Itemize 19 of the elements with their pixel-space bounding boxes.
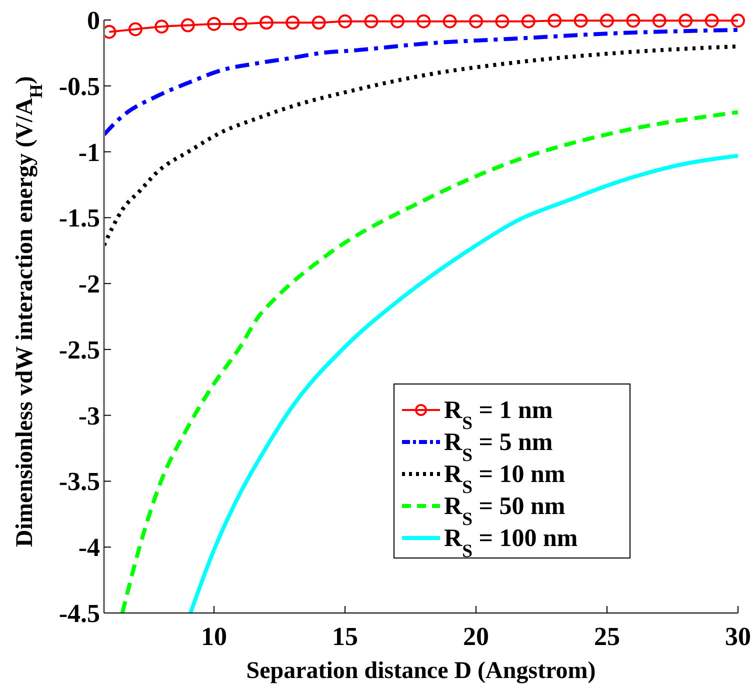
y-tick-label: -3 (78, 401, 100, 430)
y-tick-label: -4 (78, 533, 100, 562)
line-series (188, 154, 740, 613)
x-tick-label: 25 (594, 622, 620, 651)
x-tick-label: 30 (725, 622, 751, 651)
y-tick-label: -4.5 (58, 599, 100, 628)
y-tick-label: 0 (87, 6, 100, 35)
x-tick-label: 20 (463, 622, 490, 651)
x-axis-title: Separation distance D (Angstrom) (246, 658, 596, 684)
line-series (120, 110, 740, 613)
y-tick-label: -0.5 (58, 72, 100, 101)
y-tick-label: -2 (78, 270, 100, 299)
y-tick-label: -2.5 (58, 335, 100, 364)
y-tick-label: -1 (78, 138, 100, 167)
x-tick-label: 10 (201, 622, 228, 651)
y-tick-label: -1.5 (58, 204, 100, 233)
x-tick-label: 15 (332, 622, 358, 651)
y-tick-label: -3.5 (58, 467, 100, 496)
line-series (104, 28, 740, 137)
